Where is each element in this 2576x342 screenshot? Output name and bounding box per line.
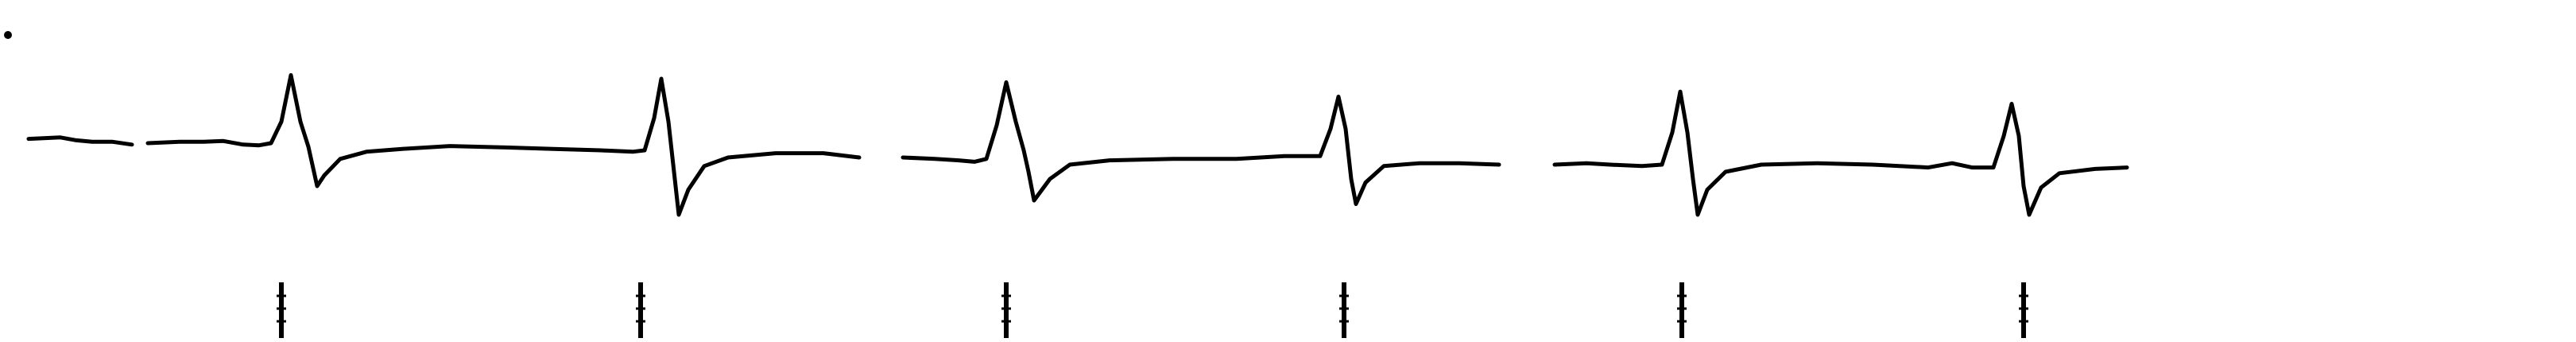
beat-marker-1 (277, 282, 286, 338)
beat-marker-3 (1001, 282, 1011, 338)
trace-segment-1 (26, 135, 134, 147)
beat-marker-2 (636, 282, 645, 338)
trace-segment-4 (1552, 89, 2129, 217)
beat-marker-6 (2019, 282, 2028, 338)
beat-marker-5 (1677, 282, 1687, 338)
trace-segment-3 (901, 80, 1501, 206)
beat-marker-4 (1339, 282, 1349, 338)
trace-series (26, 73, 2129, 217)
trace-segment-2 (145, 73, 862, 217)
beat-markers (277, 282, 2028, 338)
corner-mark (4, 31, 12, 39)
